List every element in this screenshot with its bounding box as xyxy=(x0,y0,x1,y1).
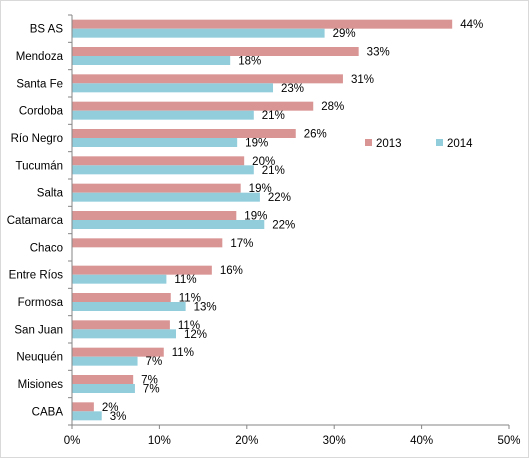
bar-mendoza-2013 xyxy=(72,47,359,56)
bar-formosa-2014 xyxy=(72,302,186,311)
data-label-santa-fe-2013: 31% xyxy=(351,74,374,86)
x-tick-label: 30% xyxy=(323,435,346,447)
legend-swatch-2013 xyxy=(365,139,372,146)
category-label-mendoza: Mendoza xyxy=(16,51,64,63)
data-label-bs-as-2013: 44% xyxy=(460,19,483,31)
data-label-salta-2014: 22% xyxy=(268,192,291,204)
bar-mendoza-2014 xyxy=(72,56,231,65)
data-label-cordoba-2013: 28% xyxy=(321,101,344,113)
bar-tucuman-2013 xyxy=(72,156,245,166)
data-label-caba-2014: 3% xyxy=(110,411,127,423)
bar-formosa-2013 xyxy=(72,293,171,302)
bar-rio-negro-2013 xyxy=(72,129,296,138)
category-label-formosa: Formosa xyxy=(18,297,64,309)
category-label-chaco: Chaco xyxy=(30,242,63,254)
bar-entre-rios-2013 xyxy=(72,265,212,275)
bar-bs-as-2013 xyxy=(72,19,453,29)
data-label-bs-as-2014: 29% xyxy=(333,28,356,40)
data-label-tucuman-2013: 20% xyxy=(252,156,275,168)
bar-cordoba-2013 xyxy=(72,101,314,111)
bar-salta-2014 xyxy=(72,192,260,202)
data-label-cordoba-2014: 21% xyxy=(262,110,285,122)
bar-caba-2014 xyxy=(72,411,102,421)
data-label-entre-rios-2014: 11% xyxy=(174,274,196,286)
bar-caba-2013 xyxy=(72,402,94,412)
data-label-chaco-2013: 17% xyxy=(230,238,253,250)
data-label-misiones-2013: 7% xyxy=(141,375,158,387)
bar-neuquen-2013 xyxy=(72,347,164,357)
category-label-caba: CABA xyxy=(32,406,64,418)
axis-layer: 0% 10% 20% 30% 40% 50% xyxy=(64,14,521,447)
bar-santa-fe-2013 xyxy=(72,74,343,84)
data-label-san-juan-2013: 11% xyxy=(178,320,200,332)
bar-entre-rios-2014 xyxy=(72,274,167,284)
data-label-salta-2013: 19% xyxy=(249,183,272,195)
data-label-formosa-2014: 13% xyxy=(194,302,217,314)
data-label-formosa-2013: 11% xyxy=(179,293,201,305)
bar-tucuman-2014 xyxy=(72,165,254,175)
data-label-santa-fe-2014: 23% xyxy=(281,83,304,95)
bar-rio-negro-2014 xyxy=(72,138,238,147)
x-tick-label: 20% xyxy=(235,435,258,447)
legend-swatch-2014 xyxy=(436,139,443,146)
data-label-neuquen-2013: 11% xyxy=(172,347,194,359)
bar-misiones-2013 xyxy=(72,375,134,384)
category-label-santa-fe: Santa Fe xyxy=(16,78,63,90)
bar-misiones-2014 xyxy=(72,384,135,393)
legend: 2013 2014 xyxy=(365,138,473,150)
legend-label-2013: 2013 xyxy=(376,138,402,150)
labels-layer: BS AS 44% 29% Mendoza 33% 18% Santa Fe 31% 23% Co… xyxy=(7,19,483,423)
bars-layer xyxy=(72,19,453,421)
data-label-mendoza-2013: 33% xyxy=(367,47,390,59)
data-label-tucuman-2014: 21% xyxy=(262,165,285,177)
category-label-tucuman: Tucumán xyxy=(15,160,63,172)
category-label-rio-negro: Río Negro xyxy=(11,133,63,145)
bar-bs-as-2014 xyxy=(72,28,325,38)
data-label-rio-negro-2013: 26% xyxy=(304,129,327,141)
data-label-mendoza-2014: 18% xyxy=(238,56,261,68)
bar-san-juan-2014 xyxy=(72,329,177,339)
bar-catamarca-2013 xyxy=(72,211,237,220)
x-tick-label: 50% xyxy=(497,435,520,447)
category-label-bs-as: BS AS xyxy=(30,24,64,36)
data-label-catamarca-2014: 22% xyxy=(272,220,295,232)
data-label-neuquen-2014: 7% xyxy=(146,356,163,368)
legend-label-2014: 2014 xyxy=(447,138,473,150)
bar-salta-2013 xyxy=(72,183,241,193)
category-label-san-juan: San Juan xyxy=(14,324,63,336)
category-label-entre-rios: Entre Ríos xyxy=(9,270,64,282)
data-label-rio-negro-2014: 19% xyxy=(245,138,268,150)
category-label-catamarca: Catamarca xyxy=(7,215,64,227)
x-tick-label: 10% xyxy=(148,435,171,447)
category-label-misiones: Misiones xyxy=(18,379,64,391)
bar-chaco-2013 xyxy=(72,238,223,248)
category-label-salta: Salta xyxy=(37,188,64,200)
x-tick-label: 40% xyxy=(410,435,433,447)
bar-cordoba-2014 xyxy=(72,110,254,120)
data-label-entre-rios-2013: 16% xyxy=(220,265,243,277)
bar-neuquen-2014 xyxy=(72,356,138,366)
bar-catamarca-2014 xyxy=(72,220,265,229)
bar-san-juan-2013 xyxy=(72,320,170,330)
category-label-cordoba: Cordoba xyxy=(19,106,64,118)
data-label-caba-2013: 2% xyxy=(102,402,119,414)
data-label-san-juan-2014: 12% xyxy=(184,329,207,341)
data-label-catamarca-2013: 19% xyxy=(244,211,267,223)
x-tick-label: 0% xyxy=(64,435,81,447)
category-label-neuquen: Neuquén xyxy=(16,352,63,364)
bar-santa-fe-2014 xyxy=(72,83,274,93)
data-label-misiones-2014: 7% xyxy=(143,384,160,396)
